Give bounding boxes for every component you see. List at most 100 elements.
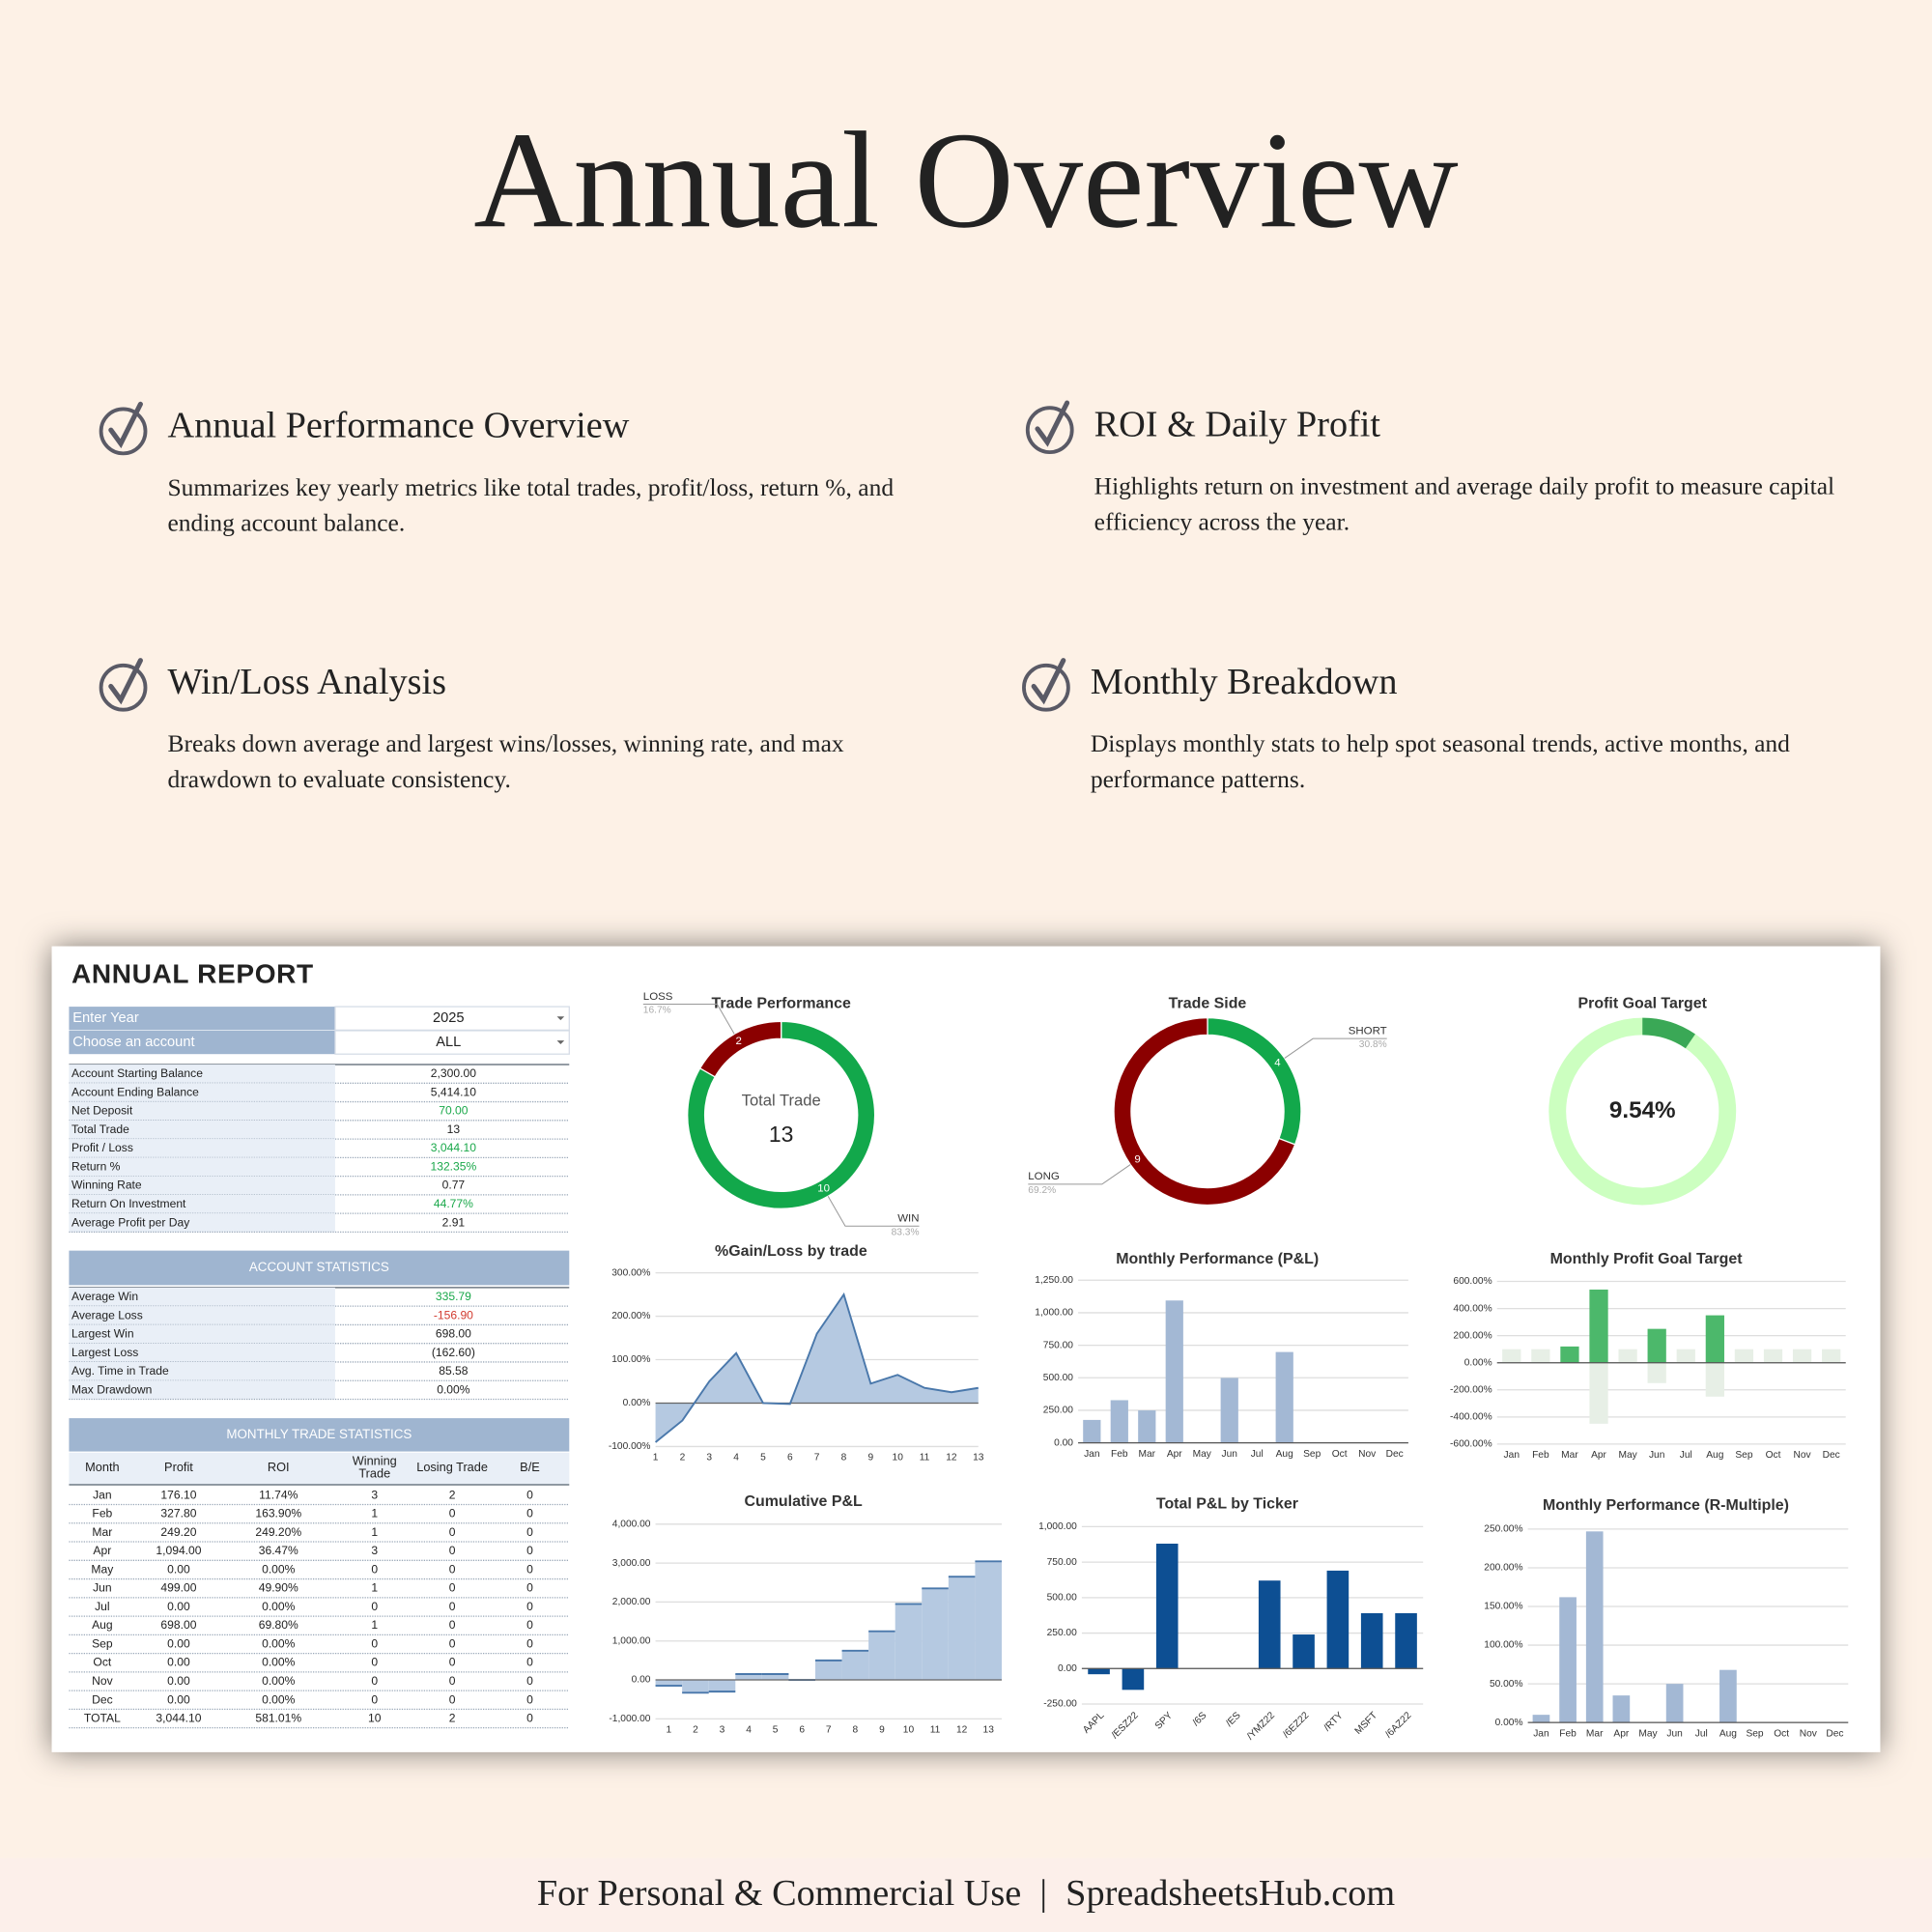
x-tick-label: Dec — [1826, 1728, 1843, 1739]
bar — [1220, 1378, 1238, 1443]
table-cell: 0 — [526, 1656, 533, 1669]
feature-description-box: Displays monthly stats to help spot seas… — [1091, 730, 1790, 793]
label-cell — [69, 1306, 335, 1325]
column-header-box: Winning Trade — [352, 1455, 397, 1482]
dropdown-arrow — [556, 1016, 565, 1021]
x-tick-label: 13 — [983, 1725, 995, 1736]
donut-slice — [687, 1020, 876, 1209]
table-cell: 0.00 — [167, 1600, 190, 1613]
row-value: 3,044.10 — [431, 1141, 476, 1154]
x-tick-label: 12 — [956, 1725, 968, 1736]
x-tick-label: 4 — [733, 1453, 739, 1463]
x-tick-label: 6 — [787, 1453, 793, 1463]
column-header: Winning Trade — [352, 1455, 397, 1482]
center-value: 13 — [769, 1122, 794, 1147]
y-tick-label: 250.00 — [1047, 1628, 1077, 1638]
x-tick-label: 12 — [946, 1453, 957, 1463]
table-cell: Feb — [92, 1507, 112, 1520]
x-tick-label: Jun — [1649, 1450, 1664, 1461]
donut-slice — [1113, 1016, 1296, 1207]
x-tick-label: 3 — [706, 1453, 712, 1463]
table-cell: 0 — [526, 1692, 533, 1706]
line — [654, 1292, 979, 1443]
column-header-box: ROI — [267, 1461, 290, 1475]
row-label: Avg. Time in Trade — [71, 1364, 169, 1378]
x-tick-label: Nov — [1794, 1450, 1812, 1461]
x-tick-label: Sep — [1303, 1449, 1321, 1460]
column-header-band — [69, 1452, 570, 1485]
x-tick-label: Apr — [1167, 1449, 1182, 1460]
step — [895, 1604, 923, 1681]
table-cell: 0 — [371, 1562, 378, 1576]
bar — [1155, 1543, 1179, 1669]
x-tick-label: Mar — [1139, 1449, 1156, 1460]
bar — [1589, 1362, 1608, 1424]
column-header: Month — [85, 1461, 120, 1475]
section-title: ACCOUNT STATISTICS — [249, 1260, 389, 1274]
row-value: 13 — [447, 1122, 461, 1136]
x-tick-label: Oct — [1774, 1728, 1789, 1739]
y-tick-label: 0.00 — [1054, 1437, 1073, 1448]
slice-percent: 16.7% — [643, 1006, 671, 1016]
check-mark — [1035, 400, 1070, 447]
table-cell: 1,094.00 — [156, 1544, 201, 1557]
bar — [1531, 1349, 1550, 1363]
row-label: Return % — [71, 1159, 121, 1173]
step — [682, 1680, 709, 1693]
table-cell: 0 — [449, 1544, 456, 1557]
x-tick-label: 3 — [720, 1725, 725, 1736]
row-value: 132.35% — [430, 1159, 476, 1173]
row-value: 698.00 — [436, 1327, 471, 1341]
table-cell: 0.00 — [167, 1562, 190, 1576]
x-tick-label: 1 — [667, 1725, 672, 1736]
x-tick-label: Oct — [1766, 1450, 1781, 1461]
step — [922, 1588, 949, 1681]
table-cell: 0 — [449, 1674, 456, 1688]
table-cell: 0 — [526, 1674, 533, 1688]
table-cell: 2 — [449, 1712, 456, 1725]
x-tick-label: Jan — [1084, 1449, 1099, 1460]
chart-title: Monthly Profit Goal Target — [1550, 1251, 1744, 1267]
table-cell: 3 — [371, 1544, 378, 1557]
bar — [1088, 1668, 1110, 1675]
table-cell: 49.90% — [259, 1581, 298, 1595]
column-header: ROI — [267, 1461, 290, 1475]
table-cell: Jun — [93, 1581, 112, 1595]
x-tick-label: Oct — [1332, 1449, 1348, 1460]
x-tick-label: 11 — [930, 1725, 941, 1736]
label-cell — [69, 1213, 335, 1233]
table-cell: 0.00% — [262, 1692, 296, 1706]
y-tick-label: -100.00% — [609, 1441, 651, 1452]
bar — [1560, 1346, 1579, 1363]
y-tick-label: 750.00 — [1043, 1340, 1073, 1350]
slice-name: LOSS — [643, 991, 673, 1003]
row-label: Average Profit per Day — [71, 1215, 190, 1229]
leader-line — [1028, 1164, 1131, 1185]
gauge-value — [1642, 1017, 1695, 1049]
y-tick-label: -1,000.00 — [609, 1714, 650, 1724]
y-tick-label: -600.00% — [1450, 1439, 1492, 1450]
bar — [1585, 1531, 1604, 1723]
y-tick-label: -250.00 — [1043, 1699, 1077, 1710]
check-icon — [99, 407, 148, 456]
bar — [1647, 1328, 1666, 1363]
step — [761, 1673, 789, 1681]
bar — [1122, 1668, 1145, 1690]
footer-band — [0, 1858, 1932, 1932]
input-value-cell — [334, 1030, 570, 1055]
table-cell: 0 — [526, 1562, 533, 1576]
x-tick-label: Mar — [1586, 1728, 1604, 1739]
slice-name: SHORT — [1349, 1026, 1387, 1037]
label-cell — [69, 1120, 335, 1140]
x-tick-label: 4 — [746, 1725, 752, 1736]
y-tick-label: -200.00% — [1450, 1384, 1492, 1395]
x-tick-label: Apr — [1613, 1728, 1629, 1739]
table-cell: 0 — [526, 1525, 533, 1539]
slice-value: 10 — [817, 1183, 830, 1195]
row-value: 85.58 — [439, 1364, 469, 1378]
x-tick-label: Apr — [1591, 1450, 1606, 1461]
x-tick-label: 13 — [973, 1453, 984, 1463]
table-cell: 0 — [449, 1636, 456, 1650]
row-value: 0.00% — [437, 1382, 470, 1396]
